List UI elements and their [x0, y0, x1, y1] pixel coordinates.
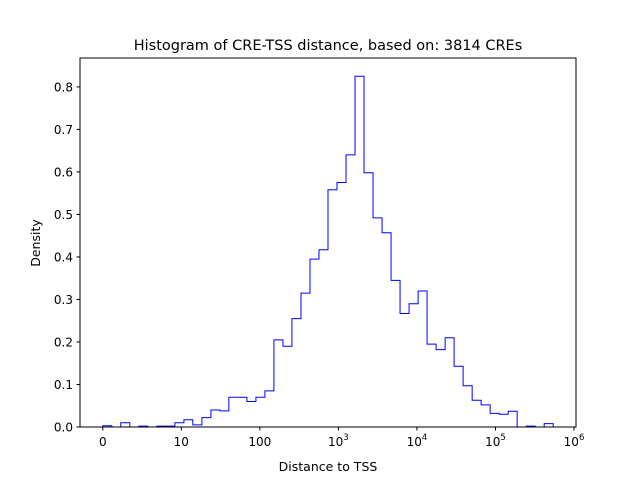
histogram-bin: [184, 420, 193, 427]
histogram-bin: [265, 391, 274, 427]
histogram-bin: [274, 340, 283, 427]
x-tick-label: 104: [407, 433, 428, 449]
histogram-bin: [418, 291, 427, 427]
x-tick-label: 106: [564, 433, 585, 449]
histogram-bin: [427, 344, 436, 427]
histogram-bin: [328, 190, 337, 427]
histogram-bin: [454, 366, 463, 427]
plot-frame: [79, 57, 577, 428]
histogram-bin: [301, 293, 310, 427]
histogram-bin: [544, 424, 553, 427]
x-axis-label: Distance to TSS: [279, 459, 378, 474]
x-tick-label: 100: [248, 435, 271, 449]
chart-title: Histogram of CRE-TSS distance, based on:…: [134, 38, 523, 54]
histogram-bin: [436, 350, 445, 427]
histogram-bin: [355, 76, 364, 427]
x-tick-base: 100: [248, 435, 271, 449]
y-tick-label: 0.0: [54, 421, 73, 435]
x-tick-base: 10: [485, 435, 500, 449]
histogram-bin: [499, 414, 508, 427]
x-tick-base: 10: [174, 435, 189, 449]
histogram-bin: [202, 418, 211, 427]
x-tick-base: 0: [99, 435, 107, 449]
histogram-bin: [319, 250, 328, 427]
y-tick-label: 0.1: [54, 378, 73, 392]
histogram-outline: [102, 75, 554, 428]
x-tick-label: 103: [328, 433, 349, 449]
histogram-bin: [400, 313, 409, 427]
x-tick-base: 10: [564, 435, 579, 449]
y-tick-label: 0.4: [54, 250, 73, 264]
histogram-bin: [490, 413, 499, 427]
x-axis: 0 10 100 103 104 105 106: [99, 427, 584, 449]
y-axis: 0.0 0.1 0.2 0.3 0.4 0.5 0.6 0.7 0.8: [54, 80, 80, 435]
histogram-bin: [391, 280, 400, 427]
x-tick-label: 0: [99, 435, 107, 449]
histogram-bin: [373, 218, 382, 427]
x-tick-exponent: 3: [343, 433, 348, 443]
x-tick-base: 10: [407, 435, 422, 449]
histogram-bin: [292, 319, 301, 427]
histogram-bin: [211, 410, 220, 427]
x-tick-label: 10: [174, 435, 189, 449]
histogram-bin: [256, 397, 265, 427]
histogram-bin: [337, 183, 346, 427]
histogram-bin: [445, 338, 454, 427]
histogram-bin: [229, 397, 238, 427]
x-tick-exponent: 6: [579, 433, 584, 443]
histogram-bin: [238, 397, 247, 427]
y-tick-label: 0.6: [54, 165, 73, 179]
histogram-bin: [382, 233, 391, 427]
histogram-bin: [283, 346, 292, 427]
histogram-bin: [409, 304, 418, 427]
histogram-steps: [102, 75, 554, 428]
histogram-bin: [175, 423, 184, 427]
histogram-bin: [247, 401, 256, 427]
y-tick-label: 0.5: [54, 208, 73, 222]
x-tick-exponent: 4: [422, 433, 427, 443]
histogram-bin: [121, 423, 130, 427]
histogram-bin: [346, 155, 355, 427]
y-tick-label: 0.2: [54, 335, 73, 349]
histogram-bin: [472, 400, 481, 427]
x-tick-label: 105: [485, 433, 506, 449]
y-axis-label: Density: [28, 219, 43, 267]
histogram-bin: [481, 405, 490, 427]
y-tick-label: 0.7: [54, 123, 73, 137]
histogram-bin: [364, 173, 373, 427]
histogram-bin: [508, 411, 517, 427]
histogram-bin: [220, 411, 229, 427]
histogram-bin: [310, 259, 319, 427]
x-tick-exponent: 5: [500, 433, 505, 443]
x-tick-base: 10: [328, 435, 343, 449]
y-tick-label: 0.8: [54, 80, 73, 94]
histogram-bin: [463, 386, 472, 427]
y-tick-label: 0.3: [54, 293, 73, 307]
